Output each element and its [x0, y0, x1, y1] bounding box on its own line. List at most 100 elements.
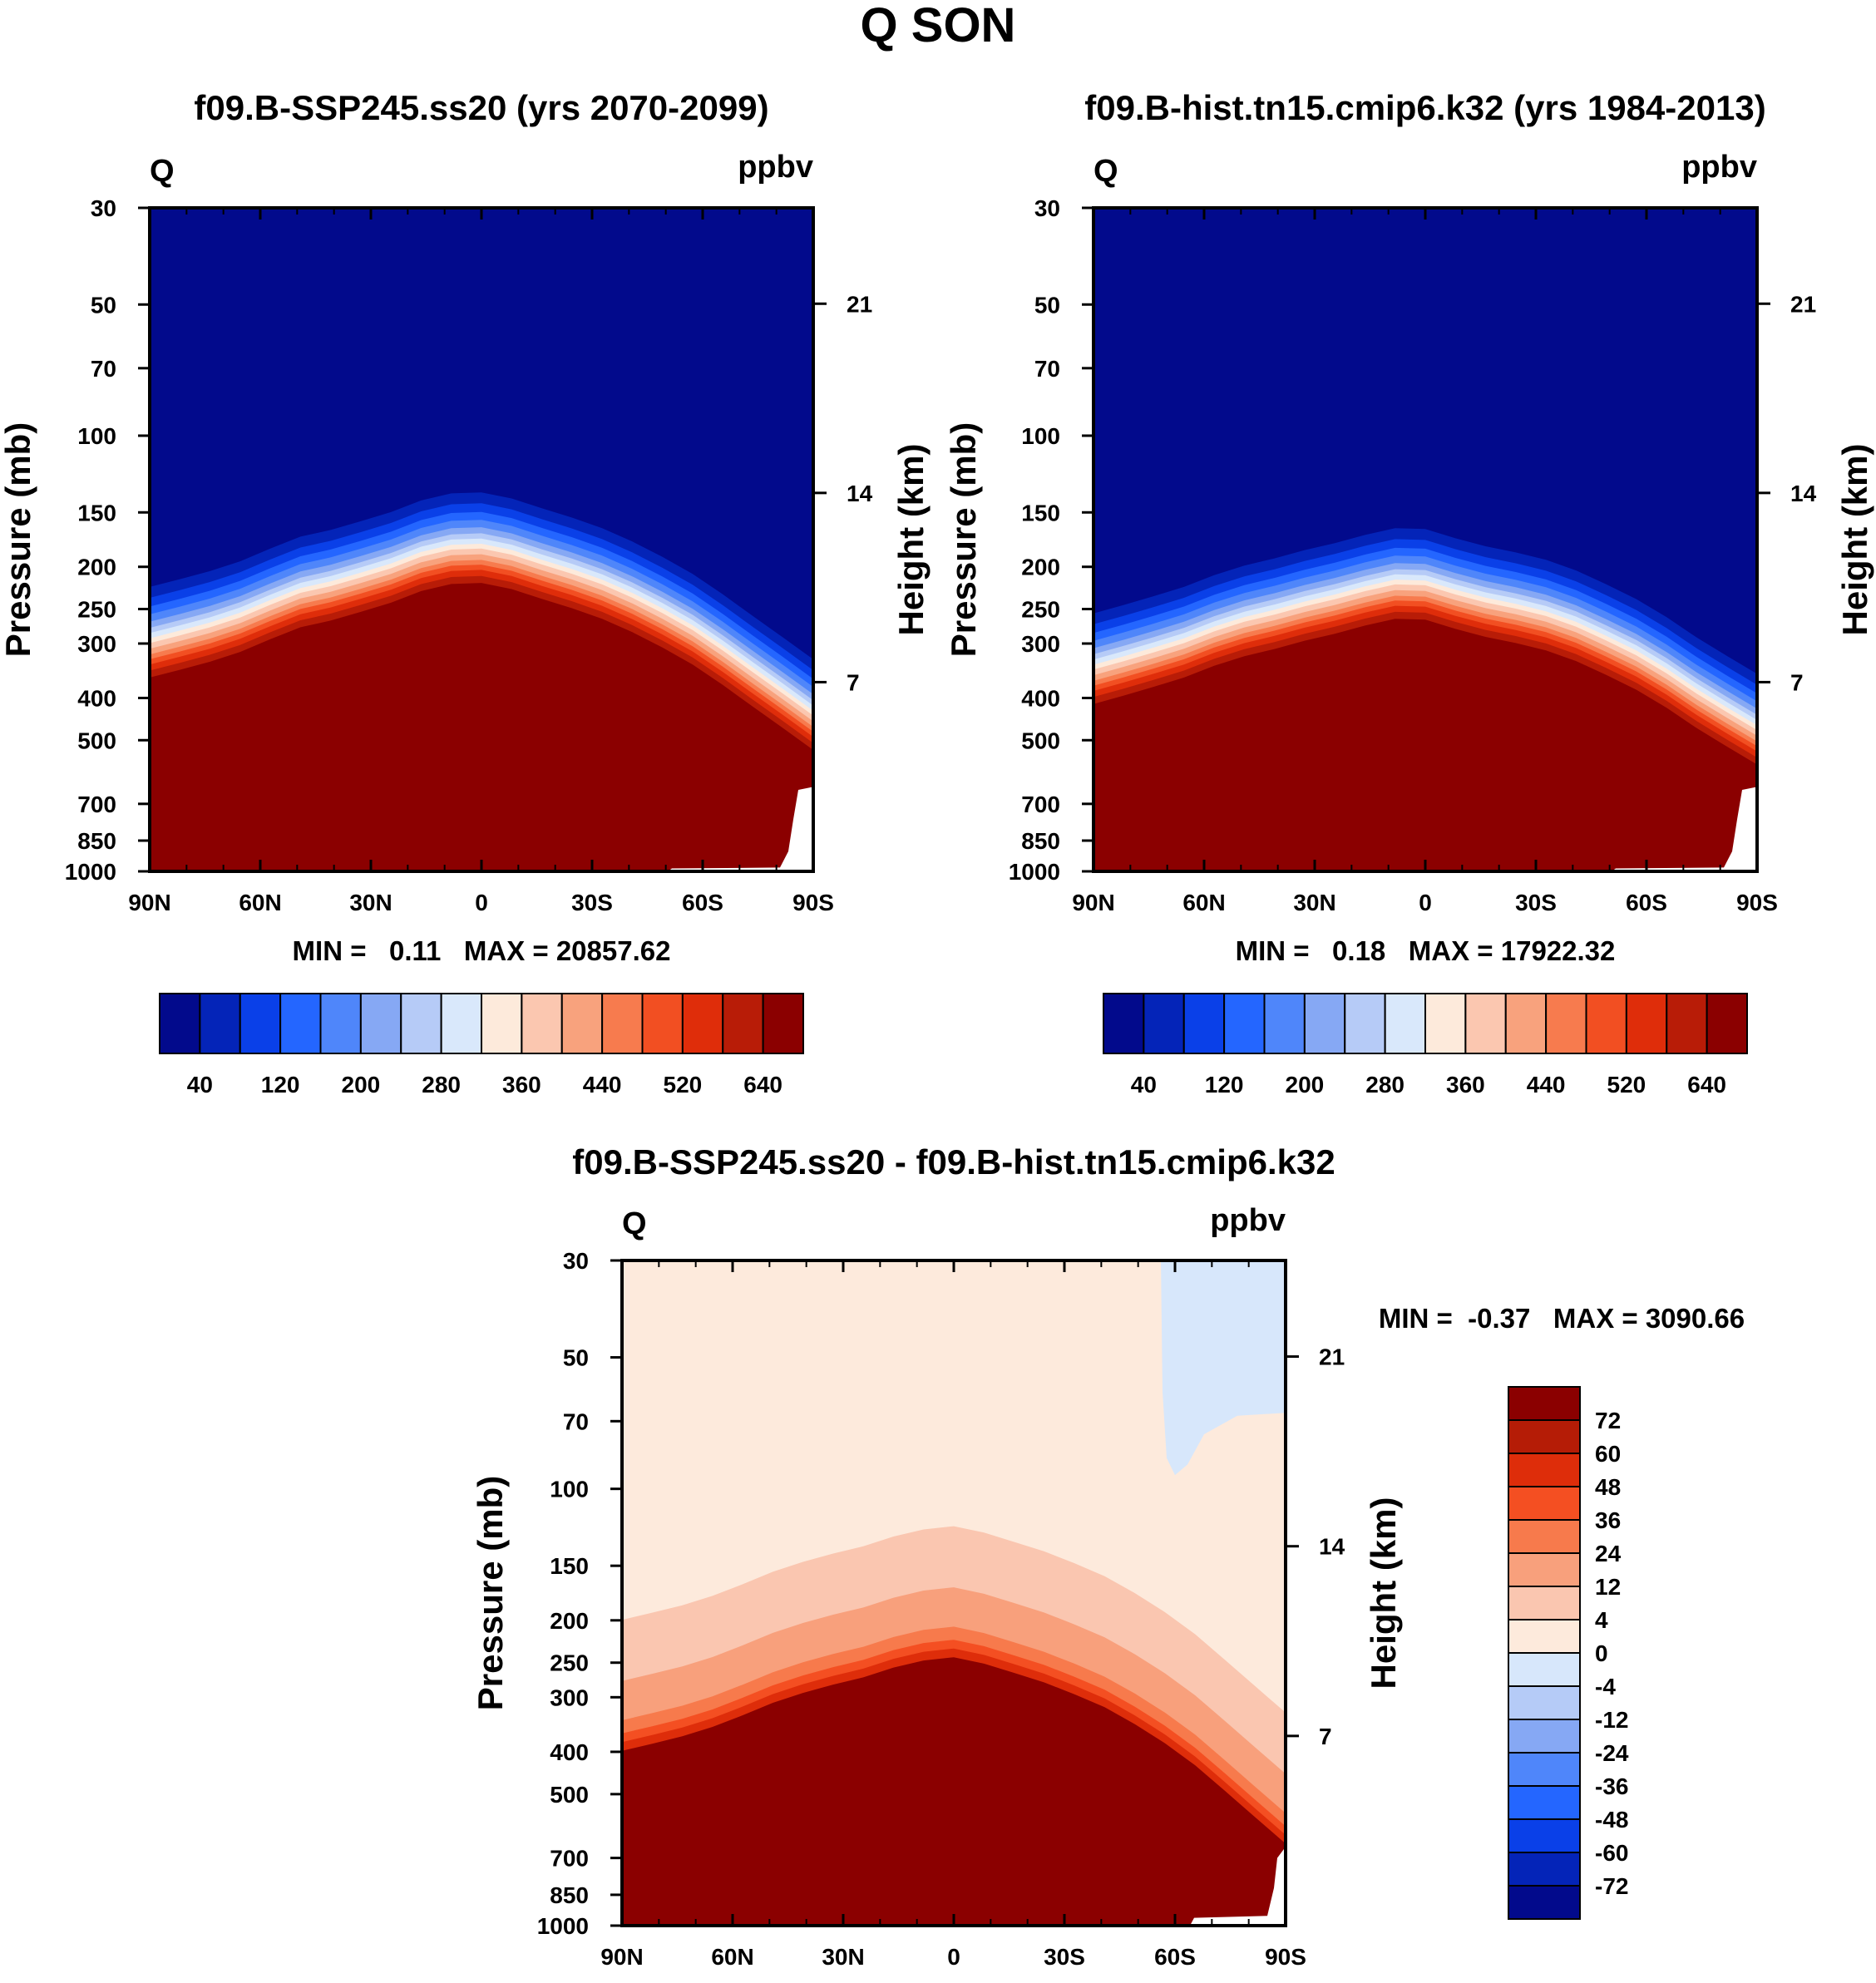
panel-b-ytick-label: 50	[1034, 292, 1060, 318]
panel-b-colorbar-label: 440	[1527, 1072, 1566, 1098]
panel-c-colorbar-box	[1508, 1852, 1581, 1887]
panel-c-colorbar-label: -24	[1595, 1740, 1629, 1766]
panel-b-plot-area	[1094, 208, 1757, 871]
panel-b-colorbar-box	[1384, 993, 1426, 1054]
panel-a-ytick-label: 30	[91, 195, 116, 221]
panel-b-ylabel-right: Height (km)	[1835, 444, 1874, 636]
panel-b-colorbar-box	[1625, 993, 1668, 1054]
panel-c-ytick-label: 1000	[537, 1913, 589, 1939]
panel-b-ytick-label: 400	[1021, 685, 1060, 711]
panel-b-ytick-right-label: 14	[1790, 481, 1817, 506]
panel-a-colorbar-label: 40	[187, 1072, 213, 1098]
panel-a-colorbar-box	[722, 993, 764, 1054]
panel-a-ytick-label: 50	[91, 292, 116, 318]
panel-a-colorbar-label: 360	[502, 1072, 541, 1098]
panel-b-colorbar-label: 40	[1131, 1072, 1157, 1098]
panel-c-ytick-label: 250	[550, 1650, 589, 1676]
panel-c-colorbar-box	[1508, 1486, 1581, 1521]
panel-c-axes: 90N 60N 30N 0 30S 60S 90S 30 50 70 100 150 200 250 300…	[537, 1248, 1345, 1970]
panel-c-colorbar-box	[1508, 1619, 1581, 1654]
panel-a-xtick-label: 90N	[128, 890, 170, 915]
panel-a-band-14	[150, 583, 813, 871]
panel-a-ytick-right-label: 21	[847, 291, 872, 317]
panel-c-xtick-label: 60S	[1154, 1944, 1196, 1970]
panel-a-xtick-label: 30S	[571, 890, 613, 915]
panel-a-colorbar-label: 640	[743, 1072, 782, 1098]
panel-a-ytick-label: 700	[77, 792, 116, 817]
panel-a-topography	[668, 787, 813, 871]
panel-b-colorbar-box	[1504, 993, 1548, 1054]
panel-c-colorbar-box	[1508, 1719, 1581, 1754]
panel-a-colorbar-box	[319, 993, 362, 1054]
panel-b-ylabel: Pressure (mb)	[944, 422, 983, 657]
panel-c-minmax: MIN = -0.37 MAX = 3090.66	[1379, 1303, 1745, 1334]
panel-a-axes: 90N 60N 30N 0 30S 60S 90S 30 50 70 100 150 200 250 300…	[65, 195, 873, 915]
panel-b-ytick-label: 500	[1021, 728, 1060, 753]
panel-c-colorbar-label: 24	[1595, 1541, 1622, 1566]
panel-b-ytick-label: 150	[1021, 500, 1060, 525]
panel-a-colorbar-box	[359, 993, 402, 1054]
panel-c-ytick-label: 400	[550, 1739, 589, 1765]
panel-b-colorbar: 40 120 200 280 360 440 520 640	[1103, 993, 1748, 1098]
panel-a-colorbar-box	[762, 993, 804, 1054]
panel-c-ytick-label: 100	[550, 1477, 589, 1502]
panel-c-colorbar-label: -4	[1595, 1674, 1616, 1699]
panel-a-colorbar-box	[481, 993, 523, 1054]
panel-c-colorbar-label: -48	[1595, 1807, 1628, 1833]
panel-b-ytick-label: 1000	[1009, 859, 1060, 885]
panel-b-colorbar-label: 520	[1607, 1072, 1646, 1098]
panel-a-plot-area	[150, 208, 813, 871]
panel-c-xtick-label: 0	[947, 1944, 960, 1970]
panel-b-ytick-label: 250	[1021, 597, 1060, 623]
panel-c-colorbar-box	[1508, 1818, 1581, 1853]
panel-c-colorbar-box	[1508, 1885, 1581, 1920]
panel-b-colorbar-box	[1706, 993, 1748, 1054]
panel-c-xtick-label: 90N	[600, 1944, 643, 1970]
panel-c-colorbar-label: 72	[1595, 1408, 1621, 1433]
panel-b-xtick-label: 30N	[1293, 890, 1335, 915]
panel-a-colorbar-label: 520	[664, 1072, 703, 1098]
panel-c-colorbar-label: 36	[1595, 1507, 1621, 1533]
panel-c-variable-label: Q	[622, 1206, 647, 1241]
panel-a-xtick-label: 60N	[239, 890, 281, 915]
panel-a-xtick-label: 0	[475, 890, 488, 915]
panel-c-ylabel: Pressure (mb)	[471, 1476, 510, 1710]
panel-c-colorbar-label: -72	[1595, 1873, 1628, 1899]
panel-c-colorbar-label: 4	[1595, 1607, 1608, 1633]
panel-c-plot-area	[622, 1260, 1286, 1926]
panel-b-ytick-right-label: 7	[1790, 669, 1804, 695]
panel-a-ytick-label: 100	[77, 423, 116, 449]
panel-b-colorbar-label: 200	[1286, 1072, 1325, 1098]
panel-b-ytick-label: 70	[1034, 356, 1060, 382]
panel-c-ytick-label: 700	[550, 1846, 589, 1872]
panel-b-ytick-right-label: 21	[1790, 291, 1816, 317]
panel-b-colorbar-box	[1424, 993, 1467, 1054]
panel-b-title: f09.B-hist.tn15.cmip6.k32 (yrs 1984-2013…	[1084, 88, 1765, 127]
panel-a-ytick-right-label: 7	[847, 669, 860, 695]
panel-c-ytick-label: 200	[550, 1608, 589, 1634]
panel-c-ylabel-right: Height (km)	[1364, 1497, 1403, 1689]
panel-c-units-label: ppbv	[1210, 1203, 1286, 1238]
panel-b-colorbar-box	[1182, 993, 1226, 1054]
panel-a-colorbar-box	[400, 993, 442, 1054]
panel-c-ytick-label: 850	[550, 1882, 589, 1908]
panel-a-ytick-label: 1000	[65, 859, 116, 885]
panel-c-title: f09.B-SSP245.ss20 - f09.B-hist.tn15.cmip…	[572, 1142, 1335, 1181]
panel-a-xtick-label: 60S	[682, 890, 723, 915]
panel-a-xtick-label: 30N	[349, 890, 392, 915]
panel-c-ytick-right-label: 14	[1319, 1534, 1345, 1560]
panel-a-colorbar-box	[440, 993, 482, 1054]
panel-c-ytick-label: 300	[550, 1685, 589, 1710]
panel-a-variable-label: Q	[150, 154, 175, 189]
panel-b-colorbar-box	[1545, 993, 1587, 1054]
panel-c-colorbar-box	[1508, 1652, 1581, 1687]
panel-c-colorbar-box	[1508, 1752, 1581, 1787]
panel-c: f09.B-SSP245.ss20 - f09.B-hist.tn15.cmip…	[471, 1142, 1745, 1970]
panel-a-colorbar-box	[159, 993, 201, 1054]
panel-c-colorbar-label: 60	[1595, 1441, 1621, 1467]
panel-a-xtick-label: 90S	[792, 890, 834, 915]
panel-b-colorbar-box	[1666, 993, 1708, 1054]
panel-b-variable-label: Q	[1094, 154, 1118, 189]
panel-a-ytick-label: 500	[77, 728, 116, 753]
panel-c-ytick-label: 150	[550, 1553, 589, 1579]
